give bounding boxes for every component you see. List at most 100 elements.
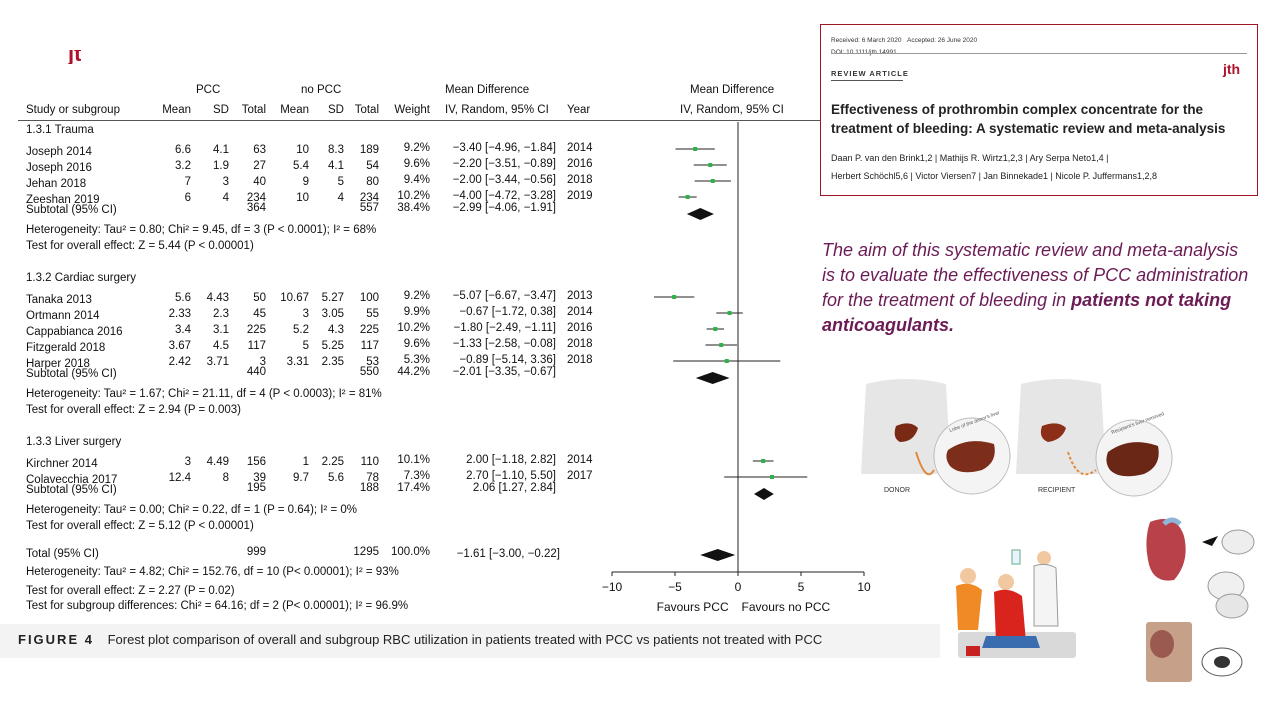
subtotal-n2: 557	[359, 202, 379, 214]
heart-valve-illustration	[1140, 514, 1258, 700]
pooled-diamond	[754, 488, 774, 500]
column-header: IV, Random, 95% CI	[680, 104, 784, 116]
study-w: 10.2%	[397, 190, 430, 202]
study-n2: 100	[359, 292, 379, 304]
column-header: Total	[241, 104, 266, 116]
study-ci: 2.00 [−1.18, 2.82]	[466, 454, 556, 466]
pooled-diamond	[686, 208, 714, 220]
study-w: 5.3%	[403, 354, 430, 366]
study-m1: 6	[184, 192, 191, 204]
study-sd2: 5.27	[321, 292, 344, 304]
study-n1: 39	[253, 472, 266, 484]
study-n2: 55	[366, 308, 379, 320]
study-ci: −4.00 [−4.72, −3.28]	[452, 190, 556, 202]
study-n1: 225	[246, 324, 266, 336]
subtotal-n1: 440	[246, 366, 266, 378]
liver-transplant-illustration: DONOR RECIPIENT Lobe of the donor's live…	[856, 374, 1178, 512]
column-header: IV, Random, 95% CI	[445, 104, 549, 116]
study-name: Tanaka 2013	[26, 294, 92, 306]
study-name: Cappabianca 2016	[26, 326, 123, 338]
pcc-header: PCC	[196, 84, 221, 96]
study-m1: 3.4	[175, 324, 191, 336]
surgery-detail	[1150, 630, 1174, 658]
study-w: 9.2%	[403, 142, 430, 154]
study-sd2: 5	[337, 176, 344, 188]
subgroup-title: 1.3.2 Cardiac surgery	[26, 272, 136, 284]
study-name: Jehan 2018	[26, 178, 87, 190]
patient	[982, 636, 1040, 648]
study-sd1: 4.1	[213, 144, 229, 156]
authors-line-2: Herbert Schöchl5,6 | Victor Viersen7 | J…	[831, 171, 1158, 181]
effect-marker	[761, 459, 766, 463]
study-name: Ortmann 2014	[26, 310, 100, 322]
study-n1: 234	[246, 192, 266, 204]
study-name: Joseph 2014	[26, 146, 92, 158]
aim-emphasis: patients not taking anticoagulants.	[822, 290, 1232, 335]
study-m2: 3	[302, 308, 309, 320]
overall-effect-text: Test for overall effect: Z = 5.44 (P < 0…	[26, 240, 254, 252]
caption-bar	[0, 624, 940, 658]
effect-marker	[685, 195, 690, 199]
donor-arrow	[915, 451, 935, 476]
study-ci: 2.70 [−1.10, 5.50]	[466, 470, 556, 482]
effect-marker	[770, 475, 775, 479]
doctor-coat	[1033, 563, 1059, 627]
study-name: Zeeshan 2019	[26, 194, 100, 206]
iv-bag	[1011, 549, 1021, 565]
figure-label: FIGURE 4	[18, 632, 94, 647]
rescuer-body	[994, 589, 1026, 642]
pooled-diamond	[700, 549, 736, 561]
study-ci: −1.80 [−2.49, −1.11]	[453, 322, 556, 334]
study-name: Harper 2018	[26, 358, 90, 370]
study-sd2: 4.1	[328, 160, 344, 172]
aorta	[1162, 517, 1182, 526]
study-w: 9.9%	[403, 306, 430, 318]
study-sd1: 3	[222, 176, 229, 188]
subtotal-label: Subtotal (95% CI)	[26, 204, 117, 216]
column-header: Total	[354, 104, 379, 116]
column-header: Study or subgroup	[26, 104, 120, 116]
study-year: 2018	[567, 174, 593, 186]
subtotal-ci: −2.01 [−3.35, −0.67]	[452, 366, 556, 378]
study-m1: 3.67	[168, 340, 191, 352]
type-underline	[831, 80, 903, 81]
study-ci: −5.07 [−6.67, −3.47]	[452, 290, 556, 302]
study-year: 2014	[567, 306, 593, 318]
effect-marker	[719, 343, 724, 347]
recipient-arrow	[1067, 451, 1097, 476]
study-n1: 27	[253, 160, 266, 172]
effect-marker	[693, 147, 698, 151]
subtotal-ci: −2.99 [−4.06, −1.91]	[452, 202, 556, 214]
study-sd2: 2.35	[321, 356, 344, 368]
study-m2: 1	[302, 456, 309, 468]
study-w: 9.6%	[403, 338, 430, 350]
heart-icon	[1146, 519, 1186, 581]
study-n2: 117	[360, 340, 379, 352]
study-n2: 110	[360, 456, 379, 468]
study-m2: 10.67	[280, 292, 309, 304]
study-n1: 40	[253, 176, 266, 188]
donor-label: DONOR	[884, 487, 910, 494]
x-tick-label: 0	[735, 580, 742, 594]
study-year: 2019	[567, 190, 593, 202]
study-n2: 189	[359, 144, 379, 156]
study-name: Colavecchia 2017	[26, 474, 118, 486]
study-m1: 7	[184, 176, 191, 188]
study-sd1: 4.49	[206, 456, 229, 468]
study-w: 9.6%	[403, 158, 430, 170]
subtotal-n2: 188	[359, 482, 379, 494]
study-m2: 9.7	[293, 472, 309, 484]
subgroup-title: 1.3.3 Liver surgery	[26, 436, 122, 448]
study-n2: 80	[366, 176, 379, 188]
study-n2: 54	[366, 160, 379, 172]
study-ci: −0.67 [−1.72, 0.38]	[459, 306, 556, 318]
study-sd2: 2.25	[321, 456, 344, 468]
study-sd2: 5.25	[321, 340, 344, 352]
effect-marker	[708, 163, 713, 167]
study-m2: 5.4	[293, 160, 309, 172]
study-w: 10.1%	[397, 454, 430, 466]
accepted-date: Accepted: 26 June 2020	[907, 37, 978, 44]
subtotal-weight: 44.2%	[397, 366, 430, 378]
subtotal-n2: 550	[359, 366, 379, 378]
study-w: 10.2%	[397, 322, 430, 334]
